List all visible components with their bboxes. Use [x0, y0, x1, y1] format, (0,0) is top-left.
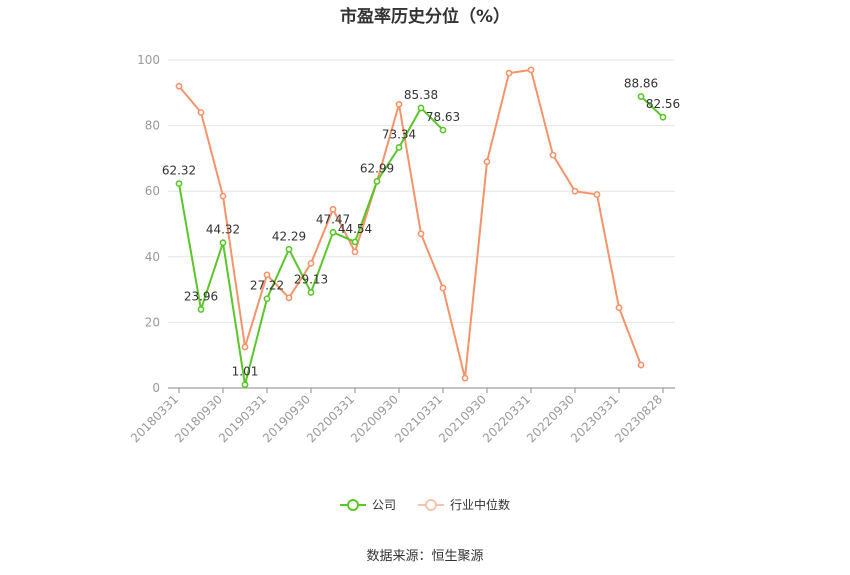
- y-tick-label: 60: [145, 184, 160, 198]
- series-point-industry: [505, 69, 513, 77]
- grid-lines: [168, 59, 675, 323]
- series-point-industry: [593, 191, 601, 198]
- series-point-industry: [461, 374, 469, 382]
- series-point-company: [659, 113, 667, 121]
- series-point-industry: [197, 109, 205, 116]
- data-label-company: 1.01: [232, 365, 259, 379]
- data-label-company: 42.29: [272, 229, 306, 243]
- series-point-company: [329, 228, 337, 236]
- data-source: 数据来源：恒生聚源: [366, 549, 484, 564]
- series-point-industry: [219, 192, 227, 200]
- legend-swatch-company: [339, 498, 366, 512]
- series-point-industry: [637, 361, 645, 369]
- legend-item-company[interactable]: 公司: [339, 496, 396, 513]
- data-label-company: 29.13: [294, 272, 328, 286]
- series-point-industry: [329, 205, 337, 213]
- data-label-company: 44.32: [206, 223, 240, 237]
- legend-label-industry: 行业中位数: [450, 498, 511, 512]
- series-point-company: [263, 295, 271, 303]
- y-tick-label: 20: [145, 315, 160, 329]
- series-point-industry: [571, 187, 579, 195]
- series-layer: [175, 66, 667, 389]
- data-label-company: 44.54: [338, 222, 372, 236]
- data-label-company: 73.34: [382, 127, 416, 141]
- data-label-company: 23.96: [184, 289, 218, 303]
- series-line-company: [640, 95, 664, 118]
- y-tick-label: 80: [145, 119, 160, 133]
- series-point-company: [241, 381, 249, 389]
- series-point-industry: [307, 259, 315, 267]
- series-point-industry: [241, 343, 249, 351]
- series-point-industry: [549, 151, 557, 159]
- chart-title: 市盈率历史分位（%）: [339, 7, 511, 27]
- legend-label-company: 公司: [371, 498, 396, 512]
- series-line-company: [178, 106, 444, 386]
- data-label-company: 27.22: [250, 279, 284, 293]
- y-tick-label: 40: [145, 250, 160, 264]
- data-label-company: 85.38: [404, 88, 438, 102]
- data-label-company: 47.47: [316, 212, 350, 226]
- series-point-industry: [263, 271, 271, 279]
- data-label-company: 62.32: [162, 164, 196, 178]
- legend-item-industry[interactable]: 行业中位数: [418, 496, 510, 513]
- data-label-company: 82.56: [646, 97, 680, 111]
- series-point-industry: [615, 304, 623, 312]
- series-point-company: [197, 306, 205, 313]
- series-point-company: [175, 180, 183, 187]
- y-tick-label: 0: [152, 381, 160, 395]
- series-point-industry: [527, 66, 535, 74]
- series-point-company: [637, 93, 645, 100]
- series-point-industry: [175, 82, 183, 90]
- data-label-company: 88.86: [624, 77, 658, 91]
- series-point-industry: [351, 248, 359, 256]
- x-tick-label: 20230828: [612, 392, 665, 445]
- data-label-company: 78.63: [426, 110, 460, 124]
- series-point-industry: [395, 100, 403, 108]
- data-label-company: 62.99: [360, 161, 394, 175]
- axes: 0204060801002018033120180930201903312019…: [128, 53, 675, 445]
- series-point-industry: [417, 230, 425, 238]
- series-point-company: [351, 238, 359, 246]
- series-point-company: [307, 289, 315, 296]
- series-point-industry: [439, 284, 447, 292]
- series-point-industry: [483, 158, 491, 166]
- series-point-company: [219, 239, 227, 247]
- legend-swatch-industry: [418, 498, 444, 512]
- series-point-company: [439, 126, 447, 134]
- series-line-industry: [178, 68, 642, 380]
- series-point-company: [395, 144, 403, 151]
- series-point-company: [373, 177, 381, 185]
- series-point-company: [285, 245, 293, 253]
- legend: 公司 行业中位数: [0, 496, 850, 513]
- y-tick-label: 100: [137, 53, 160, 67]
- series-point-company: [417, 104, 425, 112]
- series-point-industry: [285, 294, 293, 302]
- data-labels: 62.32 23.96 44.32 1.01 27.22 42.29 29.13 47.474…: [162, 77, 680, 379]
